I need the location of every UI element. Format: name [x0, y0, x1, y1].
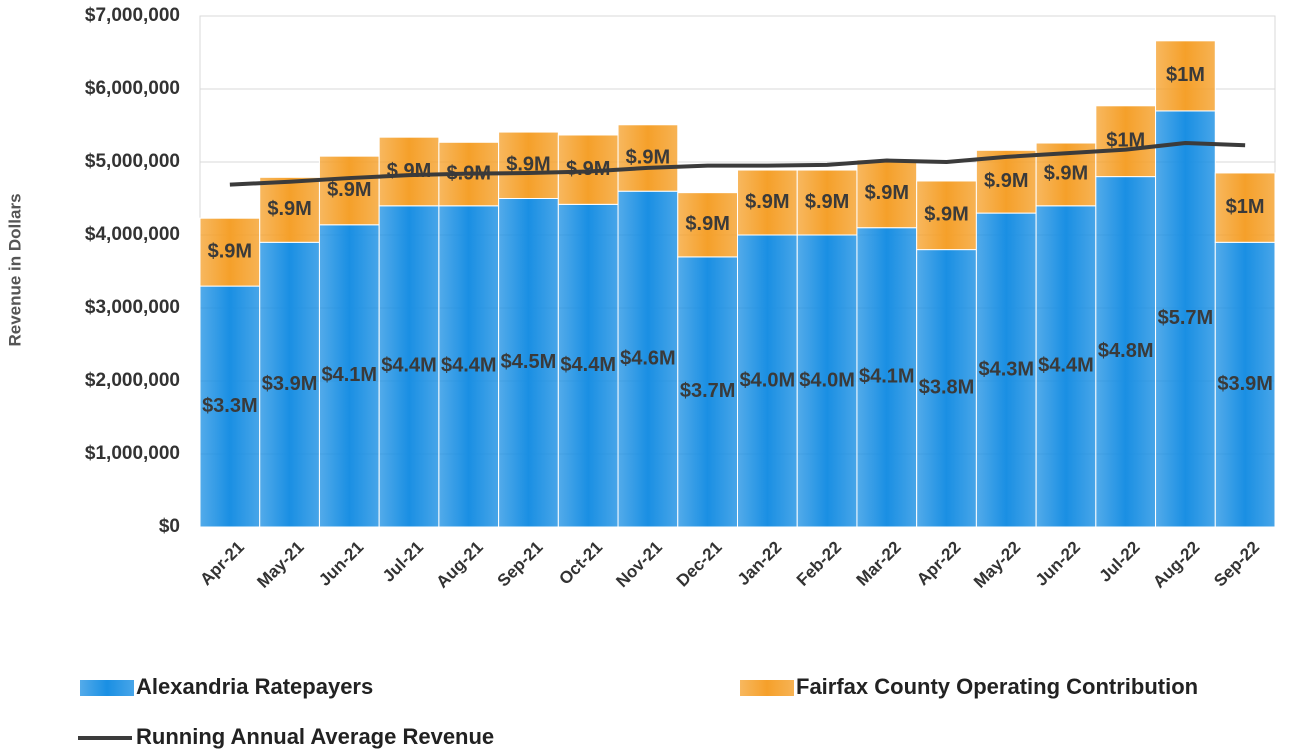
bar-segment	[1035, 205, 1097, 528]
y-tick-label: $5,000,000	[85, 151, 180, 172]
x-tick-label: Jan-22	[734, 538, 786, 590]
y-tick-label: $2,000,000	[85, 370, 180, 391]
data-label: $4.3M	[978, 358, 1034, 380]
bar-segment	[916, 180, 977, 251]
bar-segment	[1214, 172, 1276, 243]
bar-segment	[1095, 176, 1157, 528]
bar-segment	[1214, 241, 1276, 528]
data-label: $4.4M	[560, 354, 616, 376]
y-axis-label: Revenue in Dollars	[5, 193, 24, 346]
y-tick-label: $0	[159, 516, 180, 537]
legend-swatch	[80, 680, 134, 696]
data-label: $.9M	[267, 198, 311, 220]
data-label: $4.0M	[740, 369, 796, 391]
data-label: $.9M	[745, 191, 789, 213]
bar-segment	[975, 149, 1037, 214]
x-tick-label: Sep-21	[494, 538, 547, 591]
data-label: $4.8M	[1098, 340, 1154, 362]
legend-label: Running Annual Average Revenue	[136, 724, 494, 749]
data-label: $.9M	[865, 182, 909, 204]
x-tick-label: Sep-22	[1210, 538, 1263, 591]
bar-segment	[378, 136, 440, 207]
legend-label: Alexandria Ratepayers	[136, 674, 373, 699]
bar-segment	[677, 256, 738, 528]
bar-segment	[199, 285, 261, 528]
x-tick-label: Jul-21	[379, 538, 427, 586]
bar-segment	[975, 212, 1037, 528]
bar-segment	[737, 234, 798, 528]
y-tick-label: $6,000,000	[85, 78, 180, 99]
data-label: $4.4M	[441, 355, 497, 377]
bar-segment	[796, 234, 858, 528]
y-tick-label: $4,000,000	[85, 224, 180, 245]
bar-segment	[438, 205, 500, 528]
bar-segment	[1155, 110, 1216, 528]
x-tick-label: Jun-22	[1032, 538, 1084, 590]
data-label: $.9M	[506, 154, 550, 176]
bar-segment	[617, 124, 679, 192]
data-label: $3.9M	[1217, 373, 1273, 395]
data-label: $.9M	[1044, 163, 1088, 185]
x-tick-label: Jul-22	[1096, 538, 1144, 586]
bar-segment	[318, 155, 380, 226]
data-label: $4.1M	[859, 366, 915, 388]
bar-segment	[737, 169, 798, 236]
data-label: $.9M	[387, 160, 431, 182]
x-tick-label: Apr-22	[913, 538, 965, 590]
x-tick-label: Apr-21	[196, 538, 248, 590]
data-label: $.9M	[566, 158, 610, 180]
data-label: $.9M	[984, 170, 1028, 192]
x-tick-label: Mar-22	[853, 538, 905, 590]
data-label: $.9M	[924, 204, 968, 226]
legend-swatch	[740, 680, 794, 696]
data-label: $4.5M	[501, 351, 557, 373]
data-label: $1M	[1106, 129, 1145, 151]
data-label: $4.4M	[381, 355, 437, 377]
y-tick-label: $3,000,000	[85, 297, 180, 318]
data-label: $.9M	[327, 179, 371, 201]
data-label: $.9M	[685, 213, 729, 235]
data-label: $4.6M	[620, 347, 676, 369]
data-label: $.9M	[805, 191, 849, 213]
data-label: $3.8M	[919, 377, 975, 399]
x-tick-label: Dec-21	[673, 538, 726, 591]
bar-segment	[856, 227, 918, 528]
x-tick-label: Aug-21	[433, 538, 487, 592]
bar-segment	[856, 159, 918, 229]
bar-segment	[1155, 40, 1216, 112]
data-label: $.9M	[626, 146, 670, 168]
data-label: $.9M	[208, 240, 252, 262]
bar-segment	[617, 190, 679, 528]
bar-segment	[259, 176, 320, 243]
line-series	[229, 141, 1246, 187]
x-tick-label: Feb-22	[793, 538, 845, 590]
x-tick-label: May-21	[253, 538, 307, 592]
bar-segment	[199, 217, 261, 287]
data-label: $1M	[1226, 196, 1265, 218]
bar-segment	[677, 192, 738, 258]
bar-segment	[916, 249, 977, 528]
x-tick-label: May-22	[970, 538, 1024, 592]
x-tick-label: Jun-21	[315, 538, 367, 590]
x-tick-label: Aug-22	[1149, 538, 1203, 592]
data-label: $3.9M	[262, 373, 318, 395]
data-label: $5.7M	[1158, 307, 1214, 329]
y-tick-label: $7,000,000	[85, 5, 180, 26]
data-label: $3.3M	[202, 395, 258, 417]
data-label: $4.1M	[322, 364, 378, 386]
x-tick-label: Nov-21	[612, 538, 666, 592]
legend-label: Fairfax County Operating Contribution	[796, 674, 1198, 699]
y-tick-label: $1,000,000	[85, 443, 180, 464]
bar-segment	[796, 169, 858, 236]
data-label: $1M	[1166, 64, 1205, 86]
bar-segment	[557, 203, 619, 528]
data-label: $4.0M	[799, 369, 855, 391]
data-label: $4.4M	[1038, 355, 1094, 377]
bar-segment	[498, 131, 559, 200]
data-label: $.9M	[447, 162, 491, 184]
data-label: $3.7M	[680, 380, 736, 402]
x-tick-label: Oct-21	[555, 538, 606, 589]
